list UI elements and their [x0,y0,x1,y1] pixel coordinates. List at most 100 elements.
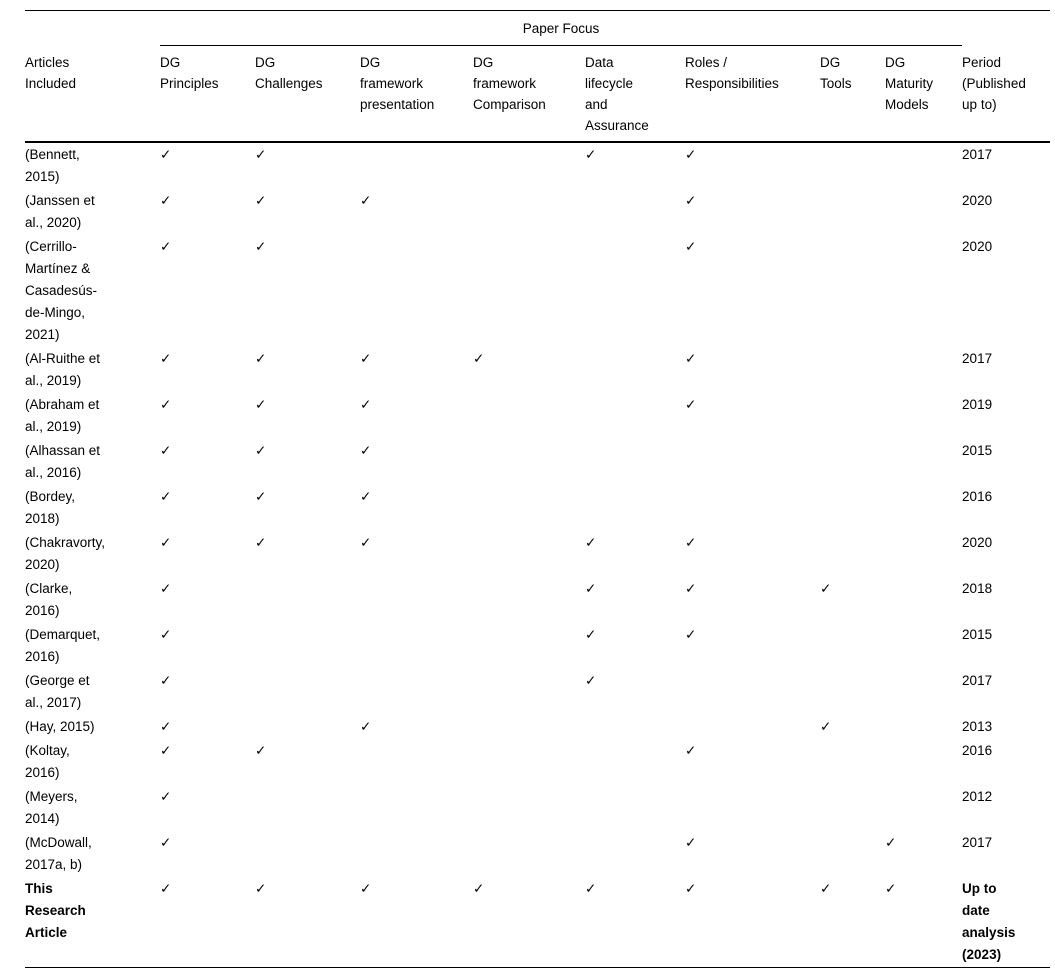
empty-cell [885,485,962,531]
checkmark-icon: ✓ [685,193,697,208]
empty-cell [255,577,360,623]
checkmark-icon: ✓ [255,881,267,896]
empty-cell [585,785,685,831]
period-value: 2017 [962,673,993,688]
checkmark-icon: ✓ [255,147,267,162]
empty-cell [473,439,585,485]
period-value: 2016 [962,489,993,504]
period-value: 2012 [962,789,993,804]
span-header-row: Paper Focus [25,10,1050,46]
checkmark-icon: ✓ [160,535,172,550]
empty-cell [885,142,962,189]
checkmark-icon: ✓ [585,627,597,642]
empty-cell [360,235,473,347]
empty-cell [360,623,473,669]
checkmark-icon: ✓ [473,351,485,366]
empty-cell [360,142,473,189]
col-header-dg-principles: DG Principles [160,45,255,143]
col-header-dg-framework-presentation: DG framework presentation [360,45,473,143]
checkmark-icon: ✓ [473,881,485,896]
checkmark-icon: ✓ [160,351,172,366]
checkmark-icon: ✓ [160,581,172,596]
empty-cell [885,669,962,715]
span-row-right-spacer [962,11,1050,46]
empty-cell [473,785,585,831]
checkmark-icon: ✓ [255,489,267,504]
table-row: (Meyers, 2014) ✓ 2012 [25,785,1050,831]
checkmark-icon: ✓ [255,351,267,366]
table-row: (Al-Ruithe et al., 2019) ✓ ✓ ✓ ✓ ✓ 2017 [25,347,1050,393]
empty-cell [585,485,685,531]
empty-cell [255,669,360,715]
empty-cell [360,577,473,623]
checkmark-icon: ✓ [685,239,697,254]
empty-cell [360,785,473,831]
checkmark-icon: ✓ [360,719,372,734]
empty-cell [885,235,962,347]
article-citation: (Koltay, 2016) [25,743,70,780]
checkmark-icon: ✓ [820,881,832,896]
checkmark-icon: ✓ [685,581,697,596]
empty-cell [473,715,585,739]
empty-cell [473,739,585,785]
period-value: 2013 [962,719,993,734]
column-header-row: Articles Included DG Principles DG Chall… [25,45,1051,143]
period-value: 2016 [962,743,993,758]
table-row: (George et al., 2017) ✓ ✓ 2017 [25,669,1050,715]
col-header-period-published-up-to: Period (Published up to) [962,45,1051,143]
article-citation: (Bordey, 2018) [25,489,76,526]
checkmark-icon: ✓ [585,147,597,162]
col-header-dg-tools: DG Tools [820,45,885,143]
article-citation: (Bennett, 2015) [25,147,80,184]
checkmark-icon: ✓ [360,397,372,412]
table-body: (Bennett, 2015) ✓ ✓ ✓ ✓ 2017 (Janssen et al., … [25,142,1050,968]
empty-cell [820,235,885,347]
checkmark-icon: ✓ [160,881,172,896]
checkmark-icon: ✓ [685,535,697,550]
empty-cell [585,439,685,485]
checkmark-icon: ✓ [685,743,697,758]
empty-cell [473,831,585,877]
col-header-data-lifecycle-assurance: Data lifecycle and Assurance [585,45,685,143]
checkmark-icon: ✓ [820,719,832,734]
empty-cell [820,142,885,189]
article-citation: (McDowall, 2017a, b) [25,835,92,872]
table-row: (Demarquet, 2016) ✓ ✓ ✓ 2015 [25,623,1050,669]
empty-cell [885,623,962,669]
article-citation: (Cerrillo- Martínez & Casadesús- de-Ming… [25,239,98,342]
checkmark-icon: ✓ [255,443,267,458]
empty-cell [585,739,685,785]
empty-cell [473,623,585,669]
table-row: (Janssen et al., 2020) ✓ ✓ ✓ ✓ 2020 [25,189,1050,235]
empty-cell [885,393,962,439]
empty-cell [585,347,685,393]
checkmark-icon: ✓ [160,627,172,642]
empty-cell [473,577,585,623]
empty-cell [885,439,962,485]
checkmark-icon: ✓ [360,351,372,366]
table-row: (Abraham et al., 2019) ✓ ✓ ✓ ✓ 2019 [25,393,1050,439]
checkmark-icon: ✓ [160,193,172,208]
empty-cell [473,485,585,531]
empty-cell [820,189,885,235]
empty-cell [255,715,360,739]
period-value: 2020 [962,193,993,208]
article-citation: (Meyers, 2014) [25,789,78,826]
empty-cell [820,669,885,715]
span-header-paper-focus: Paper Focus [160,10,963,46]
empty-cell [885,577,962,623]
checkmark-icon: ✓ [255,193,267,208]
checkmark-icon: ✓ [685,835,697,850]
checkmark-icon: ✓ [160,743,172,758]
empty-cell [820,831,885,877]
empty-cell [585,393,685,439]
checkmark-icon: ✓ [685,147,697,162]
empty-cell [360,831,473,877]
checkmark-icon: ✓ [160,397,172,412]
checkmark-icon: ✓ [885,835,897,850]
article-citation: (Chakravorty, 2020) [25,535,106,572]
checkmark-icon: ✓ [360,881,372,896]
article-citation: (George et al., 2017) [25,673,90,710]
checkmark-icon: ✓ [160,147,172,162]
